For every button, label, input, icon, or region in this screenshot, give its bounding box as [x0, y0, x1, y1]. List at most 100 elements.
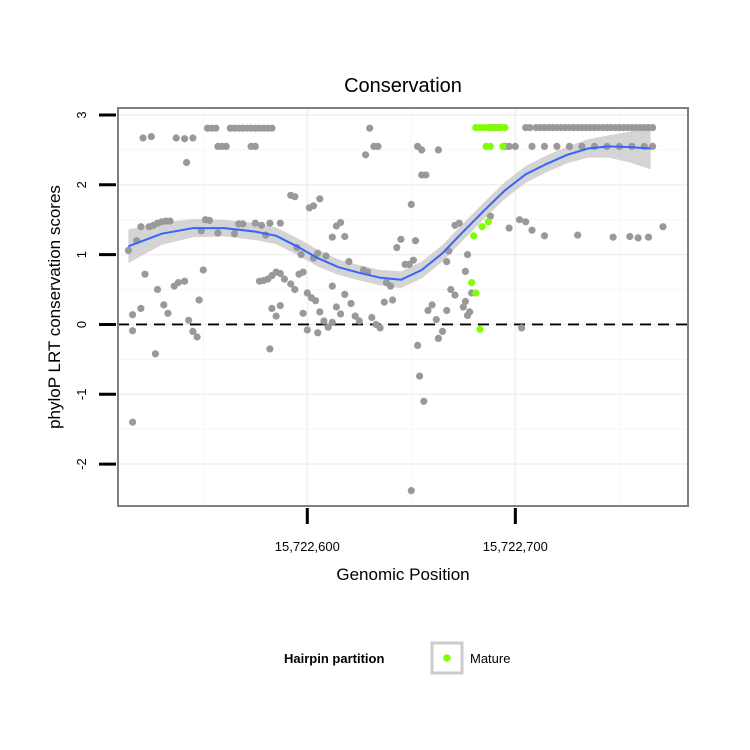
smooth-trend-line: [128, 145, 651, 281]
data-point-other: [486, 212, 494, 220]
data-point-mature: [472, 289, 480, 297]
data-point-other: [320, 317, 328, 325]
data-point-other: [386, 282, 395, 290]
data-point-other: [266, 219, 274, 227]
legend: Hairpin partition Mature: [284, 641, 510, 675]
y-tick-label: 0: [74, 321, 89, 328]
data-point-other: [193, 333, 201, 341]
x-tick-label: 15,722,700: [483, 539, 548, 554]
data-point-other: [266, 345, 274, 353]
data-point-mature: [499, 142, 507, 150]
data-point-other: [422, 171, 430, 179]
data-point-other: [432, 316, 440, 324]
data-point-other: [434, 334, 442, 342]
data-point-other: [189, 134, 197, 142]
data-point-other: [451, 291, 459, 299]
data-point-other: [438, 327, 447, 335]
y-tick-label: 2: [74, 181, 89, 188]
data-point-other: [416, 372, 424, 380]
data-point-other: [528, 142, 536, 150]
data-point-other: [397, 235, 405, 243]
data-point-other: [303, 289, 311, 297]
data-point-other: [181, 135, 189, 143]
data-point-other: [374, 142, 382, 150]
data-point-mature: [486, 142, 494, 150]
data-point-other: [443, 306, 451, 315]
data-point-other: [609, 233, 617, 241]
data-point-other: [455, 219, 463, 227]
data-point-mature: [470, 232, 478, 240]
data-point-other: [526, 124, 534, 132]
data-point-other: [129, 418, 137, 426]
data-point-other: [574, 231, 582, 239]
data-point-other: [174, 279, 182, 287]
data-point-other: [239, 220, 247, 228]
data-point-other: [212, 124, 220, 132]
data-point-other: [160, 301, 168, 309]
data-point-other: [328, 318, 336, 326]
data-point-other: [251, 142, 259, 150]
data-point-other: [137, 304, 145, 312]
data-point-other: [505, 142, 513, 150]
data-point-other: [424, 306, 432, 315]
data-point-other: [276, 219, 284, 227]
data-point-other: [141, 270, 149, 278]
data-point-mature: [468, 279, 476, 287]
data-point-other: [362, 151, 370, 159]
data-point-other: [466, 308, 474, 316]
data-point-other: [341, 232, 349, 241]
data-point-mature: [478, 223, 486, 231]
data-point-other: [276, 302, 284, 310]
smooth-line: [128, 145, 651, 281]
plot-panel-border: [117, 107, 689, 507]
data-point-other: [222, 142, 230, 150]
data-point-other: [505, 224, 513, 232]
data-point-other: [649, 124, 657, 132]
y-tick-label: 3: [74, 111, 89, 118]
x-axis-title: Genomic Position: [336, 565, 469, 584]
data-point-other: [337, 218, 345, 227]
data-points: [124, 124, 667, 495]
data-point-other: [540, 232, 549, 240]
data-point-other: [461, 297, 469, 305]
x-axis-ticks: 15,722,600 15,722,700: [275, 508, 548, 554]
data-point-other: [626, 232, 634, 241]
data-point-other: [139, 134, 147, 142]
data-point-other: [257, 221, 266, 229]
data-point-mature: [476, 325, 484, 333]
data-point-other: [172, 134, 180, 142]
data-point-other: [345, 258, 353, 266]
data-point-other: [185, 316, 193, 324]
data-point-other: [287, 280, 295, 288]
data-point-other: [303, 326, 311, 334]
data-point-other: [316, 308, 324, 316]
data-point-other: [151, 350, 159, 358]
data-point-other: [411, 237, 420, 245]
data-point-other: [297, 251, 305, 259]
data-point-other: [314, 249, 322, 257]
data-point-other: [659, 223, 667, 231]
data-point-other: [332, 303, 340, 311]
data-point-other: [129, 311, 137, 319]
data-point-other: [389, 296, 397, 304]
x-tick-label: 15,722,600: [275, 539, 340, 554]
data-point-other: [578, 142, 586, 150]
data-point-other: [420, 397, 428, 405]
data-point-other: [341, 290, 349, 298]
data-point-other: [459, 303, 467, 311]
data-point-other: [434, 146, 442, 154]
data-point-other: [322, 252, 330, 260]
data-point-other: [443, 258, 451, 266]
data-point-other: [366, 124, 374, 132]
data-point-other: [268, 124, 276, 132]
data-point-other: [251, 219, 259, 227]
data-point-other: [189, 327, 197, 335]
data-point-other: [147, 133, 155, 141]
data-point-other: [393, 244, 401, 252]
data-point-other: [553, 142, 561, 150]
data-point-other: [181, 277, 189, 285]
legend-label-mature: Mature: [470, 651, 510, 666]
data-point-other: [518, 324, 526, 332]
data-point-other: [268, 304, 276, 312]
